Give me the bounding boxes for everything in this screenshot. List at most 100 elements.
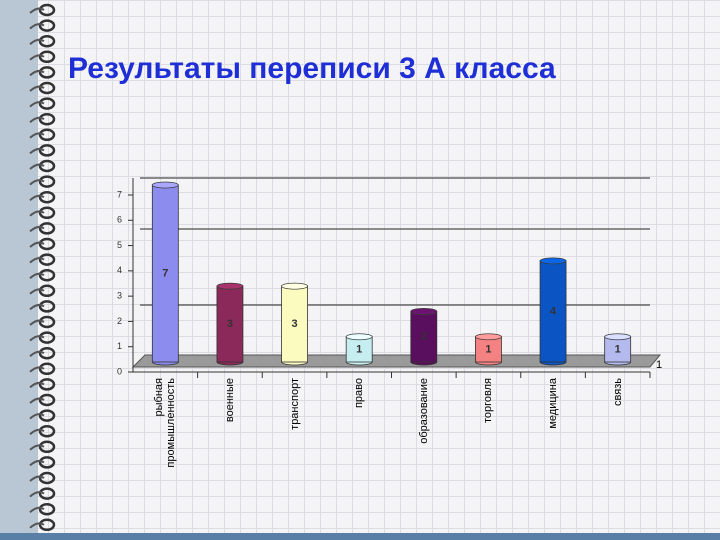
spiral-ring (38, 300, 56, 313)
spiral-wire (29, 241, 45, 248)
spiral-ring (38, 378, 56, 391)
binding-strip (0, 0, 38, 540)
spiral-wire (29, 116, 45, 123)
spiral-ring (38, 487, 56, 500)
x-tick-label: торговля (482, 378, 495, 424)
spiral-ring (38, 206, 56, 220)
spiral-ring (38, 19, 56, 32)
value-label: 2 (421, 331, 427, 343)
spiral-ring (38, 440, 56, 454)
x-tick-label: право (353, 378, 366, 409)
spiral-wire (29, 475, 45, 482)
spiral-wire (29, 69, 45, 77)
spiral-wire (29, 522, 45, 529)
spiral-ring (38, 34, 56, 48)
bar (604, 336, 632, 363)
spiral-wire (29, 210, 45, 217)
bar-cap (475, 333, 502, 341)
spiral-ring (38, 253, 56, 266)
y-tick-label: 6 (117, 215, 122, 225)
spiral-wire (29, 257, 45, 264)
x-tick-label: транспорт (288, 378, 301, 430)
y-tick-label: 1 (117, 341, 122, 351)
spiral-ring (38, 50, 56, 64)
y-tick-label: 4 (117, 265, 122, 275)
legend-label: 1 (656, 359, 662, 371)
y-tick-label: 2 (117, 316, 122, 326)
spiral-wire (29, 23, 45, 30)
spiral-wire (29, 350, 45, 357)
spiral-ring (38, 66, 56, 79)
spiral-wire (29, 147, 45, 155)
bar-cap (345, 333, 373, 341)
spiral-ring (38, 175, 56, 188)
bar-cap (410, 308, 438, 315)
bar (539, 260, 567, 363)
spiral-wire (29, 444, 45, 451)
spiral-wire (29, 54, 45, 61)
spiral-ring (38, 237, 56, 251)
bar-cap (216, 282, 244, 290)
spiral-wire (29, 85, 45, 92)
spiral-ring (38, 144, 56, 157)
value-label: 1 (615, 343, 621, 355)
spiral-ring (38, 346, 56, 360)
spiral-ring (38, 331, 56, 344)
bar-cap (151, 181, 179, 189)
y-tick-label: 3 (117, 291, 122, 301)
bar (216, 285, 244, 363)
spiral-wire (29, 163, 45, 170)
bar (281, 285, 308, 363)
bar (345, 336, 373, 363)
spiral-wire (29, 101, 45, 108)
spiral-ring (38, 518, 56, 532)
value-label: 1 (485, 343, 491, 355)
bottom-bar (0, 533, 720, 540)
spiral-wire (29, 413, 45, 420)
spiral-wire (29, 38, 45, 45)
spiral-wire (29, 397, 45, 404)
spiral-wire (29, 225, 45, 233)
spiral-ring (38, 190, 56, 204)
spiral-wire (29, 381, 45, 389)
spiral-wire (29, 288, 45, 295)
value-label: 3 (292, 318, 298, 330)
spiral-ring (38, 112, 56, 126)
spiral-ring (38, 81, 56, 95)
spiral-wire (29, 491, 45, 498)
spiral-ring (38, 456, 56, 469)
chart-title: Результаты переписи 3 А класса (68, 52, 556, 85)
bar-cap (539, 257, 567, 265)
spiral-wire (29, 272, 45, 279)
value-label: 4 (550, 305, 557, 317)
y-tick-label: 0 (117, 366, 122, 376)
x-tick-label: военные (223, 378, 236, 423)
spiral-wire (29, 459, 45, 467)
y-tick-label: 7 (117, 189, 122, 199)
value-label: 3 (227, 318, 233, 330)
spiral-wire (29, 428, 45, 435)
spiral-ring (38, 393, 56, 407)
bar (151, 184, 179, 363)
value-label: 7 (162, 267, 168, 279)
x-tick-label: медицина (547, 378, 560, 429)
x-tick-label: связь (611, 378, 624, 406)
spiral-wire (29, 303, 45, 311)
spiral-ring (38, 3, 56, 17)
x-tick-label: образование (417, 378, 430, 444)
spiral-ring (38, 268, 56, 282)
spiral-ring (38, 222, 56, 235)
spiral-wire (29, 194, 45, 201)
spiral-wire (29, 366, 45, 373)
spiral-ring (38, 128, 56, 142)
y-tick-label: 5 (117, 240, 122, 250)
chart-floor (131, 354, 662, 368)
value-label: 1 (356, 343, 362, 355)
bar-cap (281, 282, 308, 290)
spiral-ring (38, 424, 56, 438)
spiral-ring (38, 315, 56, 329)
spiral-ring (38, 159, 56, 173)
spiral-ring (38, 284, 56, 298)
